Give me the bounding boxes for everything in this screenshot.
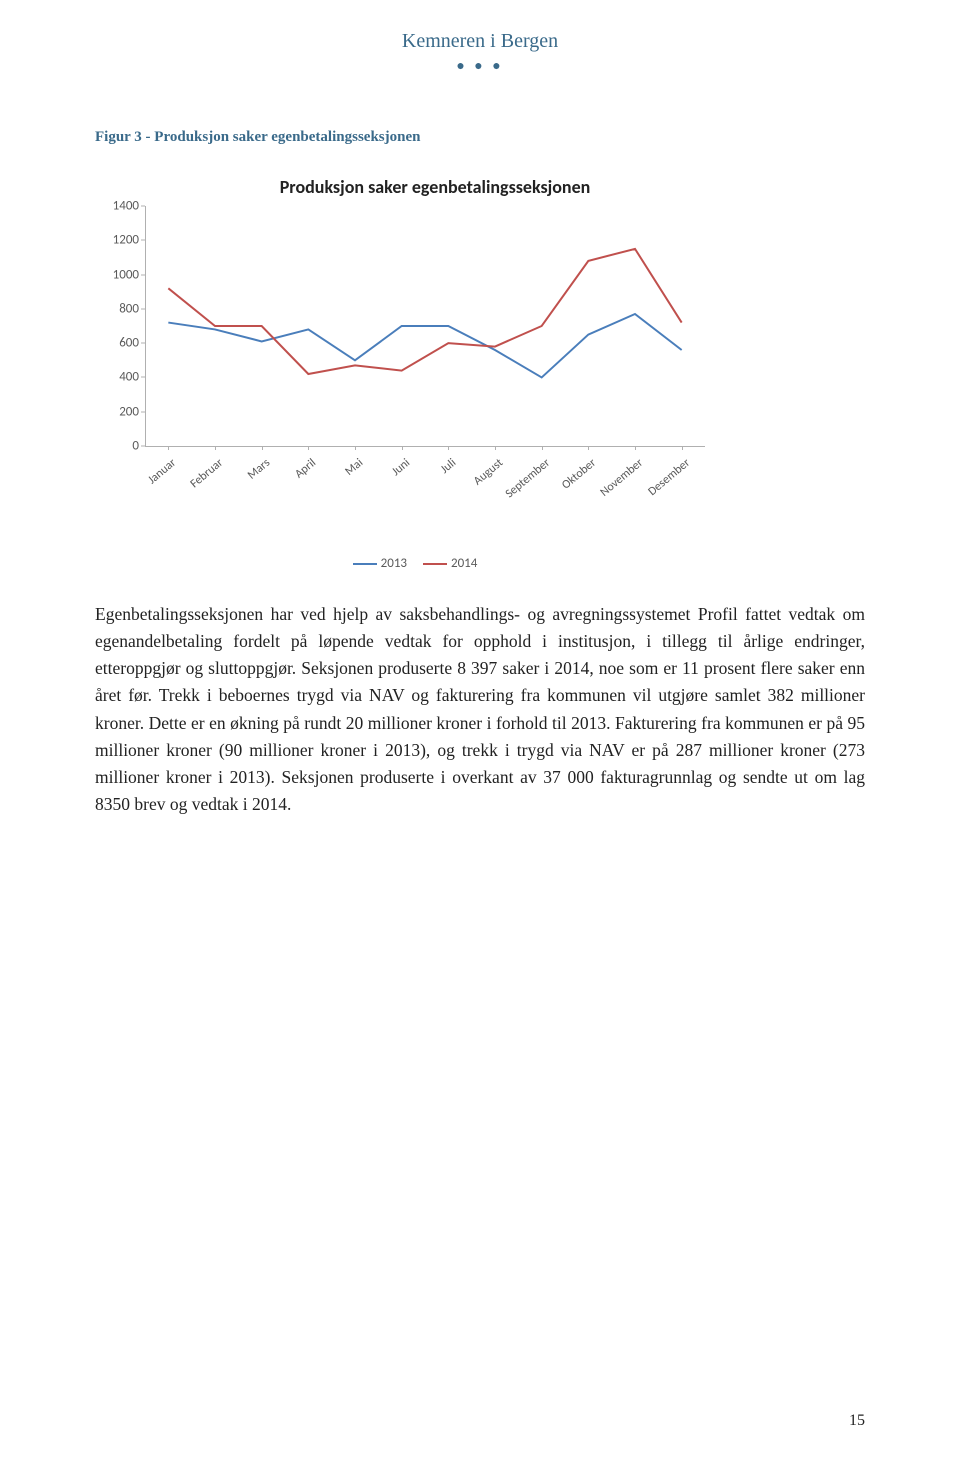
page: Kemneren i Bergen ● ● ● Figur 3 - Produk…	[0, 0, 960, 1468]
x-tick-label: Januar	[146, 456, 180, 487]
chart-legend: 2013 2014	[95, 556, 735, 571]
x-tick-mark	[402, 446, 403, 450]
y-tick-label: 200	[95, 404, 139, 419]
x-tick-mark	[448, 446, 449, 450]
y-tick-mark	[141, 377, 145, 378]
y-tick-mark	[141, 308, 145, 309]
x-axis	[145, 446, 705, 447]
y-tick-label: 1200	[95, 233, 139, 248]
y-tick-label: 800	[95, 301, 139, 316]
x-tick-label: August	[471, 456, 506, 488]
chart-plot-area: 0200400600800100012001400JanuarFebruarMa…	[95, 206, 735, 496]
x-tick-label: Mars	[245, 456, 273, 483]
x-tick-mark	[635, 446, 636, 450]
x-tick-label: Desember	[645, 456, 692, 499]
y-tick-mark	[141, 206, 145, 207]
y-tick-mark	[141, 274, 145, 275]
x-tick-label: April	[293, 456, 320, 481]
chart-lines	[145, 206, 705, 446]
x-tick-label: September	[503, 456, 553, 501]
legend-label: 2013	[381, 556, 407, 571]
chart-container: Produksjon saker egenbetalingsseksjonen …	[95, 176, 735, 571]
legend-swatch	[353, 563, 377, 565]
legend-item: 2013	[353, 556, 407, 571]
x-tick-label: Februar	[188, 456, 226, 491]
y-tick-mark	[141, 446, 145, 447]
x-tick-mark	[588, 446, 589, 450]
x-tick-mark	[215, 446, 216, 450]
x-tick-mark	[262, 446, 263, 450]
x-tick-label: Oktober	[560, 456, 600, 492]
y-tick-label: 400	[95, 370, 139, 385]
legend-item: 2014	[423, 556, 477, 571]
x-tick-label: Mai	[343, 456, 366, 479]
chart-title: Produksjon saker egenbetalingsseksjonen	[135, 176, 735, 198]
y-tick-mark	[141, 411, 145, 412]
x-tick-mark	[542, 446, 543, 450]
y-tick-label: 1000	[95, 267, 139, 282]
legend-swatch	[423, 563, 447, 565]
x-tick-label: Juni	[389, 456, 413, 479]
series-line	[168, 314, 681, 377]
x-tick-mark	[495, 446, 496, 450]
y-tick-mark	[141, 240, 145, 241]
series-line	[168, 249, 681, 374]
y-tick-label: 1400	[95, 199, 139, 214]
x-tick-mark	[355, 446, 356, 450]
y-tick-label: 0	[95, 439, 139, 454]
page-header: Kemneren i Bergen ● ● ●	[95, 30, 865, 75]
y-tick-label: 600	[95, 336, 139, 351]
x-tick-mark	[308, 446, 309, 450]
page-number: 15	[849, 1412, 865, 1430]
legend-label: 2014	[451, 556, 477, 571]
x-tick-label: Juli	[438, 456, 459, 477]
plot-region	[145, 206, 705, 446]
x-tick-mark	[682, 446, 683, 450]
y-tick-mark	[141, 343, 145, 344]
header-dots: ● ● ●	[95, 59, 865, 75]
x-tick-mark	[168, 446, 169, 450]
body-paragraph: Egenbetalingsseksjonen har ved hjelp av …	[95, 601, 865, 818]
x-tick-label: November	[598, 456, 646, 500]
header-title: Kemneren i Bergen	[95, 30, 865, 53]
figure-caption: Figur 3 - Produksjon saker egenbetalings…	[95, 129, 865, 146]
